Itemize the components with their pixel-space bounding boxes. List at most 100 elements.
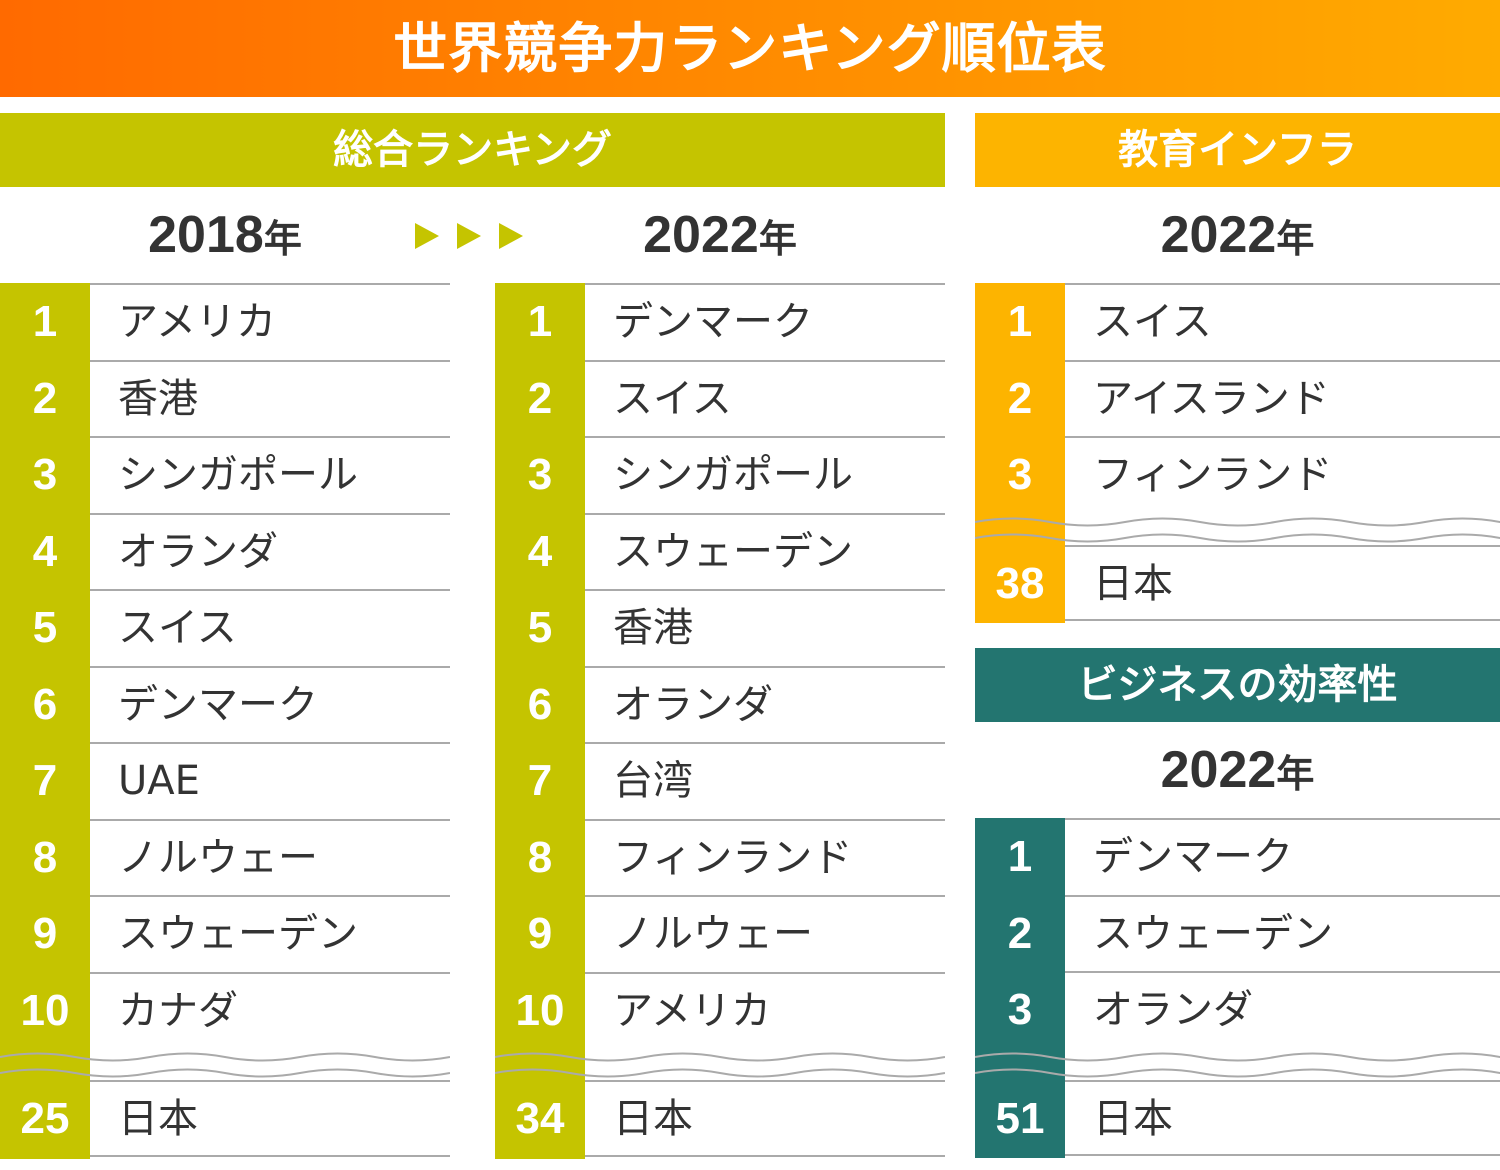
country-name: 香港: [613, 605, 693, 651]
table-row: 4 オランダ: [0, 512, 450, 591]
country-name: 香港: [118, 375, 198, 422]
rank-number: 3: [0, 436, 90, 515]
rank-number: 1: [0, 283, 90, 362]
country-name: スイス: [118, 605, 237, 651]
table-row: 2 アイスランド: [975, 359, 1500, 438]
table-row: 3 オランダ: [975, 971, 1500, 1050]
wave-line: [0, 1068, 450, 1078]
rank-number: 3: [975, 971, 1065, 1050]
japan-row: 34 日本: [495, 1080, 945, 1159]
country-name: アイスランド: [1093, 375, 1330, 422]
rank-number: 1: [975, 818, 1065, 897]
table-row: 1 アメリカ: [0, 283, 450, 362]
table-row: 1 デンマーク: [975, 818, 1500, 897]
rank-number: 51: [975, 1079, 1065, 1158]
rank-number: 38: [975, 544, 1065, 623]
japan-row: 25 日本: [0, 1080, 450, 1159]
country-name: スウェーデン: [613, 528, 853, 575]
country-name: 日本: [1093, 560, 1173, 607]
table-row: 7 台湾: [495, 742, 945, 821]
table-row: 7 UAE: [0, 742, 450, 821]
country-name: 台湾: [613, 758, 693, 804]
country-name: フィンランド: [613, 834, 853, 881]
rank-number: 7: [495, 742, 585, 821]
table-row: 1 デンマーク: [495, 283, 945, 362]
rank-number: 34: [495, 1080, 585, 1159]
wave-line: [975, 1052, 1500, 1061]
year-label: 2022年: [975, 722, 1500, 818]
page-title: 世界競争力ランキング順位表: [0, 0, 1500, 97]
rank-number: 6: [495, 665, 585, 744]
country-name: ノルウェー: [613, 911, 813, 957]
year-suffix: 年: [758, 217, 797, 261]
table-row: 10 アメリカ: [495, 971, 945, 1050]
country-name: アメリカ: [613, 987, 771, 1034]
table-row: 8 ノルウェー: [0, 818, 450, 897]
country-name: デンマーク: [118, 681, 318, 728]
country-name: オランダ: [1093, 987, 1253, 1033]
rank-number: 4: [495, 512, 585, 591]
rank-number: 5: [0, 589, 90, 668]
country-name: カナダ: [118, 987, 238, 1034]
table-row: 9 ノルウェー: [495, 895, 945, 974]
year-label: 2018年: [0, 187, 450, 283]
play-arrow-icon: [499, 223, 523, 249]
overall-ranking-header: 総合ランキング: [0, 113, 945, 187]
rank-number: 1: [495, 283, 585, 362]
rank-number: 7: [0, 742, 90, 821]
rank-number: 2: [975, 359, 1065, 438]
wave-line: [975, 517, 1500, 526]
country-name: スイス: [1093, 299, 1212, 345]
education-infra-header: 教育インフラ: [975, 113, 1500, 187]
country-name: シンガポール: [118, 452, 358, 498]
year-number: 2022: [643, 206, 759, 264]
rank-number: 10: [0, 971, 90, 1050]
wavy-separator: [975, 517, 1500, 542]
rank-number: 2: [0, 359, 90, 438]
japan-row: 38 日本: [975, 544, 1500, 623]
country-name: デンマーク: [613, 299, 813, 345]
country-name: オランダ: [613, 681, 773, 728]
rank-number: 9: [495, 895, 585, 974]
country-name: スイス: [613, 375, 732, 422]
table-row: 6 オランダ: [495, 665, 945, 744]
year-number: 2022: [1160, 741, 1277, 799]
wavy-separator: [495, 1052, 945, 1078]
country-name: スウェーデン: [118, 911, 358, 957]
arrows: [415, 223, 523, 249]
japan-row: 51 日本: [975, 1079, 1500, 1158]
wavy-separator: [975, 1052, 1500, 1077]
table-row: 9 スウェーデン: [0, 895, 450, 974]
rank-number: 3: [495, 436, 585, 515]
table-row: 10 カナダ: [0, 971, 450, 1050]
year-suffix: 年: [1276, 752, 1315, 796]
country-name: フィンランド: [1093, 452, 1333, 498]
table-row: 5 スイス: [0, 589, 450, 668]
wave-line: [975, 533, 1500, 542]
country-name: オランダ: [118, 528, 278, 575]
year-suffix: 年: [1276, 217, 1315, 261]
country-name: 日本: [118, 1096, 198, 1142]
table-row: 2 スウェーデン: [975, 894, 1500, 973]
country-name: 日本: [1093, 1095, 1173, 1142]
table-row: 3 シンガポール: [495, 436, 945, 515]
table-row: 5 香港: [495, 589, 945, 668]
country-name: スウェーデン: [1093, 910, 1333, 957]
rank-number: 2: [975, 894, 1065, 973]
rank-number: 8: [0, 818, 90, 897]
play-arrow-icon: [457, 223, 481, 249]
year-label: 2022年: [975, 187, 1500, 283]
year-label: 2022年: [495, 187, 945, 283]
year-number: 2018: [148, 206, 264, 264]
wave-line: [975, 1068, 1500, 1077]
rank-number: 3: [975, 436, 1065, 515]
wave-line: [0, 1052, 450, 1062]
table-row: 2 スイス: [495, 359, 945, 438]
country-name: ノルウェー: [118, 834, 318, 881]
rank-number: 10: [495, 971, 585, 1050]
table-row: 3 フィンランド: [975, 436, 1500, 515]
rank-number: 9: [0, 895, 90, 974]
table-row: 1 スイス: [975, 283, 1500, 362]
rank-number: 4: [0, 512, 90, 591]
table-row: 6 デンマーク: [0, 665, 450, 744]
